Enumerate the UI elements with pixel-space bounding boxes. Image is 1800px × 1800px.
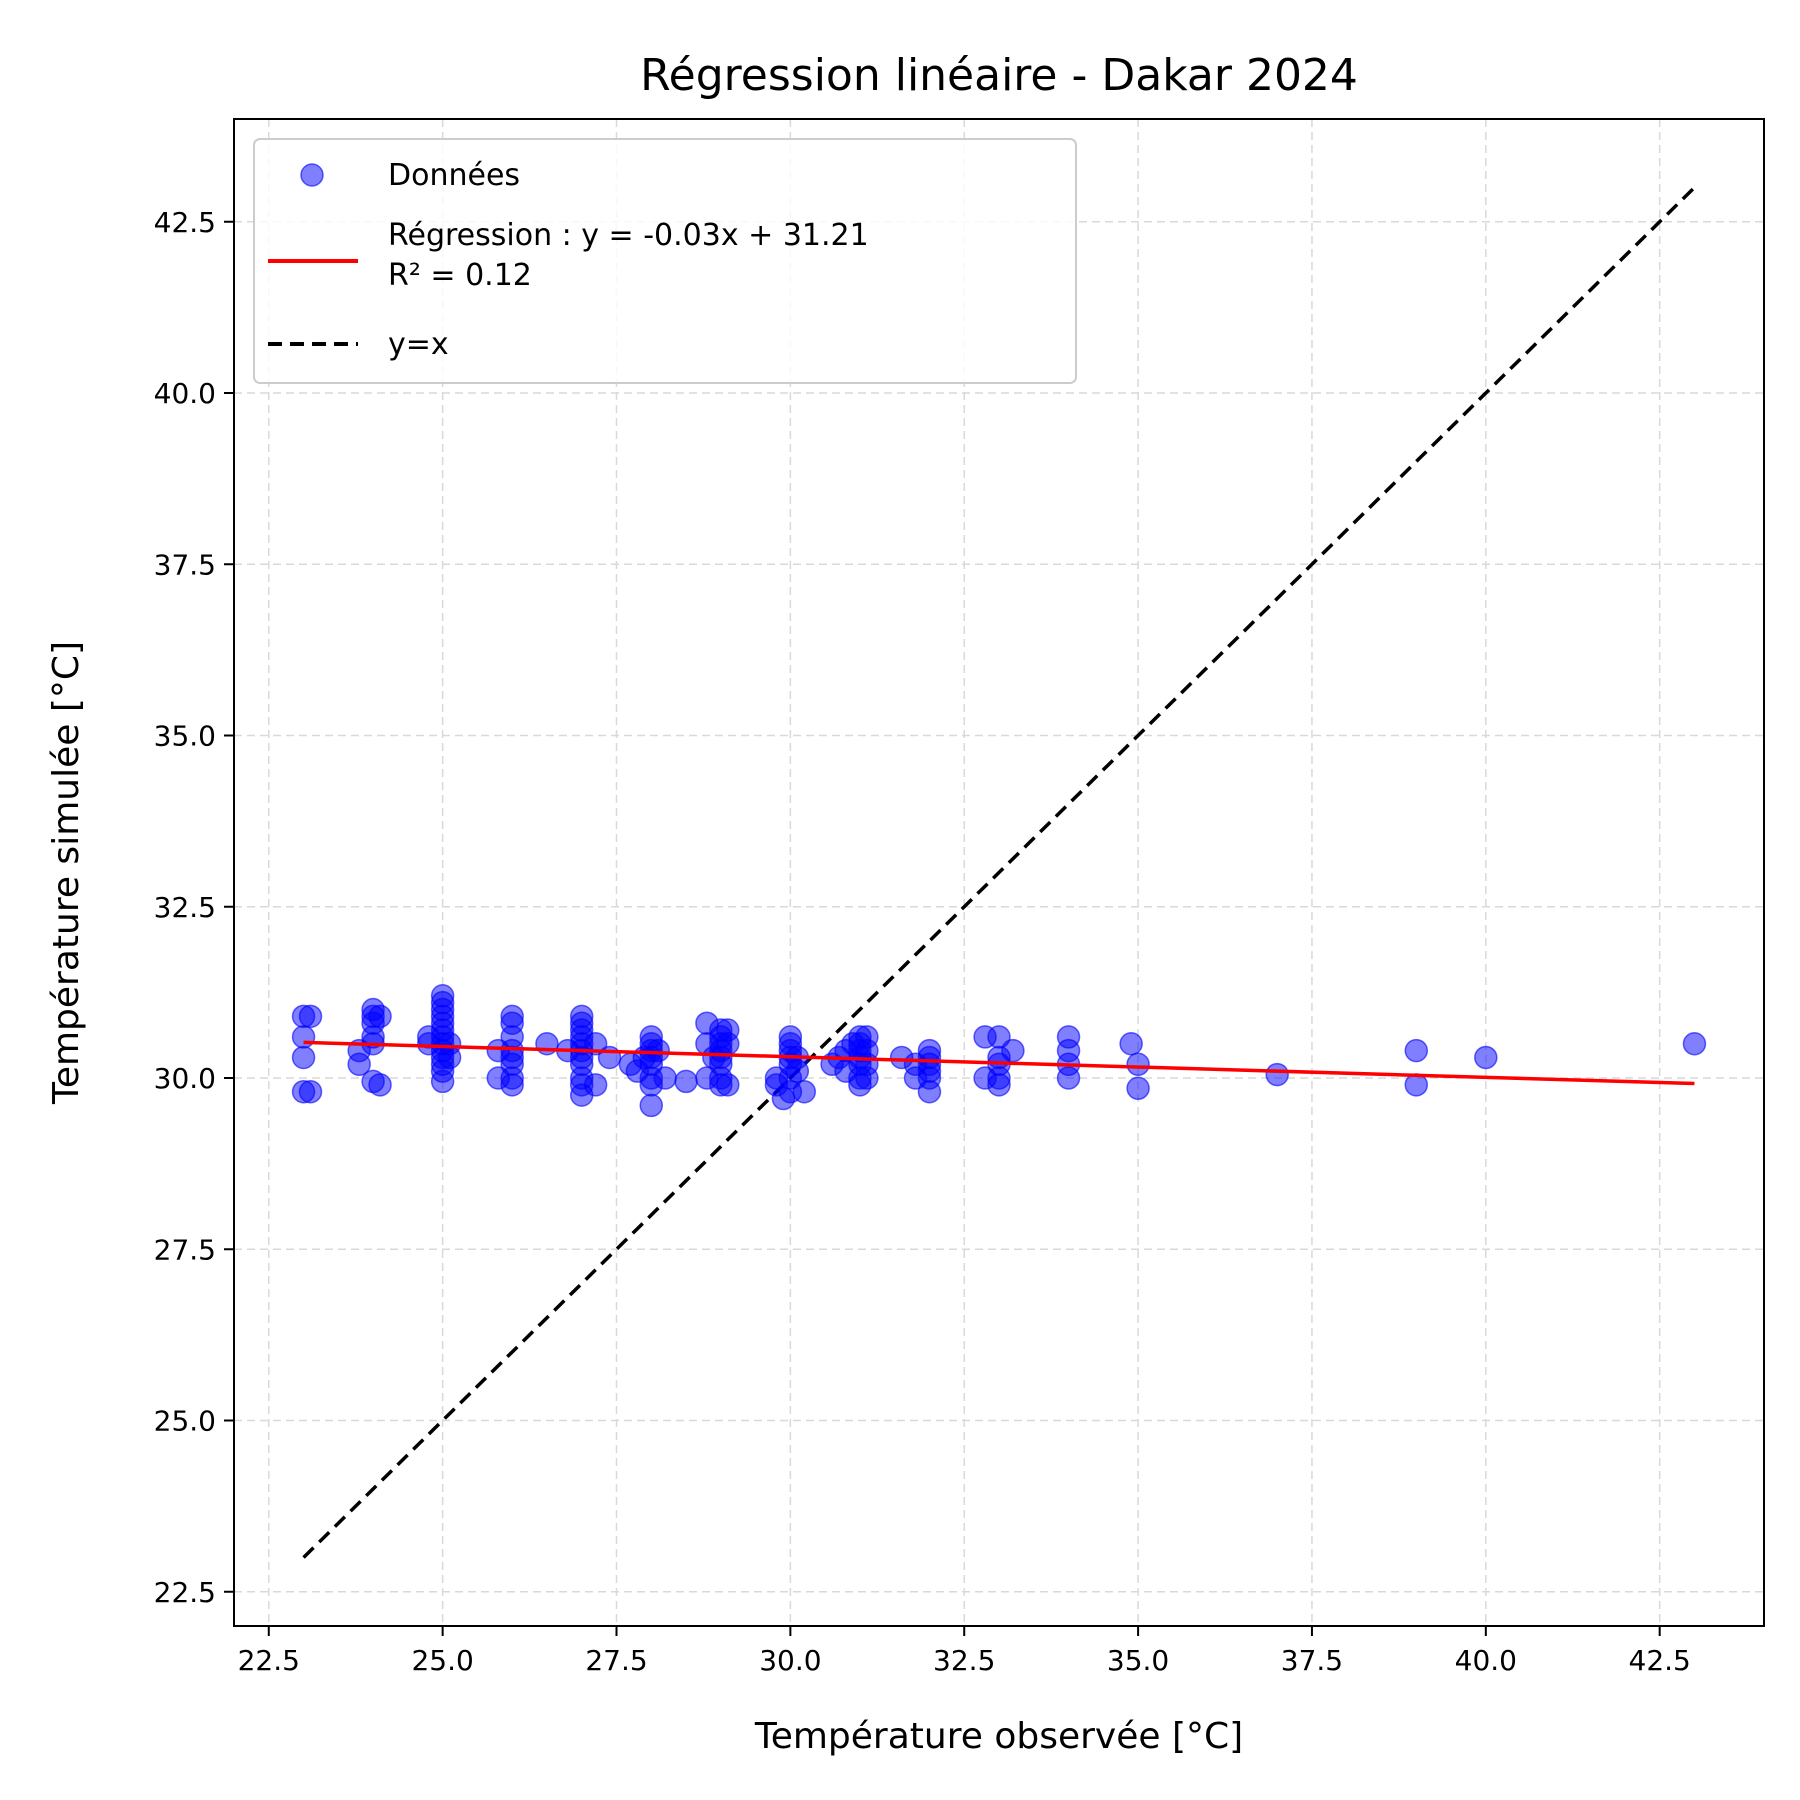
- x-tick-label: 40.0: [1455, 1644, 1517, 1677]
- data-point: [1265, 1062, 1289, 1087]
- x-tick-label: 30.0: [759, 1644, 821, 1677]
- data-point: [785, 1059, 810, 1083]
- data-point: [716, 1032, 740, 1056]
- data-point: [674, 1069, 698, 1094]
- y-tick-label: 30.0: [154, 1062, 216, 1095]
- data-point: [855, 1066, 879, 1090]
- data-point: [1126, 1052, 1150, 1077]
- data-point: [716, 1073, 740, 1097]
- x-tick-label: 42.5: [1629, 1644, 1691, 1677]
- regression-line: [303, 1040, 1695, 1086]
- y-axis-ticks: 22.5 25.0 27.5 30.0 32.5 35.0 37.5 40.0 42.5: [154, 206, 234, 1609]
- y-tick-label: 25.0: [154, 1405, 216, 1438]
- data-point: [917, 1079, 942, 1104]
- data-point: [1404, 1038, 1429, 1063]
- legend-label-points: Données: [388, 158, 520, 193]
- x-tick-label: 35.0: [1107, 1644, 1169, 1677]
- y-tick-label: 42.5: [154, 206, 216, 239]
- data-point: [1126, 1076, 1150, 1101]
- data-point: [347, 1052, 371, 1077]
- data-point: [1474, 1045, 1498, 1070]
- legend-box: [253, 138, 1077, 384]
- x-axis-ticks: 22.5 25.0 27.5 30.0 32.5 35.0 37.5 40.0 42.5: [238, 1626, 1691, 1677]
- x-tick-label: 25.0: [411, 1644, 473, 1677]
- x-tick-label: 22.5: [238, 1644, 300, 1677]
- legend: Données Régression : y = -0.03x + 31.21 …: [253, 138, 1077, 384]
- legend-label-r2: R² = 0.12: [388, 258, 532, 293]
- data-point: [430, 1069, 455, 1094]
- x-tick-label: 27.5: [585, 1644, 647, 1677]
- chart-title: Régression linéaire - Dakar 2024: [640, 50, 1358, 101]
- y-tick-label: 37.5: [154, 548, 216, 581]
- legend-label-identity: y=x: [388, 327, 449, 362]
- y-tick-label: 22.5: [154, 1576, 216, 1609]
- identity-line-group: [302, 186, 1696, 1559]
- x-tick-label: 37.5: [1281, 1644, 1343, 1677]
- y-tick-label: 27.5: [154, 1233, 216, 1266]
- data-point: [291, 1025, 316, 1049]
- data-point: [500, 1073, 524, 1097]
- y-tick-label: 35.0: [154, 720, 216, 753]
- data-point: [1119, 1032, 1143, 1056]
- data-point: [298, 1079, 323, 1104]
- data-point: [1682, 1032, 1707, 1056]
- y-tick-label: 40.0: [154, 377, 216, 410]
- data-point: [792, 1079, 817, 1104]
- plot-frame: [233, 118, 1765, 1627]
- data-point: [583, 1073, 608, 1097]
- data-point: [653, 1066, 677, 1090]
- data-point: [987, 1073, 1011, 1097]
- legend-label-regression: Régression : y = -0.03x + 31.21: [388, 218, 869, 253]
- data-point: [437, 1045, 462, 1070]
- data-point: [291, 1045, 316, 1070]
- x-axis-label: Température observée [°C]: [754, 1716, 1243, 1757]
- data-point: [646, 1038, 670, 1063]
- scatter-points: [291, 984, 1707, 1118]
- identity-line: [302, 186, 1696, 1559]
- data-point: [639, 1093, 664, 1118]
- y-tick-label: 32.5: [154, 891, 216, 924]
- y-axis-label: Température simulée [°C]: [46, 641, 87, 1105]
- legend-marker-points: [300, 163, 324, 187]
- data-point: [298, 1004, 323, 1029]
- data-point: [368, 1004, 392, 1029]
- x-tick-label: 32.5: [933, 1644, 995, 1677]
- data-point: [1001, 1038, 1025, 1063]
- data-point: [1056, 1066, 1081, 1090]
- data-point: [368, 1073, 392, 1097]
- regression-line-group: [303, 1040, 1695, 1086]
